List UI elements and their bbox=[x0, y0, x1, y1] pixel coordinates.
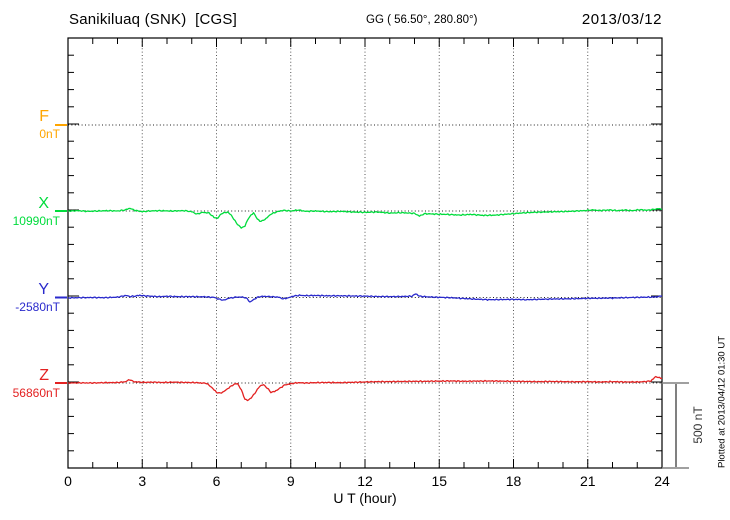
x-tick-label-12: 12 bbox=[357, 473, 373, 489]
series-letter-y: Y bbox=[38, 281, 49, 298]
series-baseline-value-z: 56860nT bbox=[12, 386, 60, 400]
trace-X bbox=[67, 207, 663, 229]
series-baseline-value-x: 10990nT bbox=[12, 214, 60, 228]
x-tick-label-3: 3 bbox=[138, 473, 147, 489]
x-tick-label-21: 21 bbox=[579, 473, 596, 489]
series-letter-f: F bbox=[39, 108, 49, 125]
series-letter-z: Z bbox=[39, 367, 49, 384]
geo-coordinates: GG ( 56.50°, 280.80°) bbox=[366, 14, 478, 26]
series-label-Z: Z 56860nT bbox=[0, 367, 60, 400]
series-baseline-value-y: -2580nT bbox=[15, 300, 60, 314]
station-title: Sanikiluaq (SNK) [CGS] bbox=[69, 11, 237, 28]
x-tick-label-6: 6 bbox=[212, 473, 221, 489]
series-label-Y: Y -2580nT bbox=[0, 281, 60, 314]
x-tick-label-15: 15 bbox=[431, 473, 448, 489]
trace-Z bbox=[67, 375, 663, 402]
x-axis-tick-labels: 0 3 6 9 12 15 18 21 24 bbox=[0, 473, 730, 491]
x-tick-label-9: 9 bbox=[286, 473, 295, 489]
series-letter-x: X bbox=[38, 195, 49, 212]
plot-date: 2013/03/12 bbox=[581, 11, 662, 28]
x-tick-label-18: 18 bbox=[505, 473, 522, 489]
series-label-X: X 10990nT bbox=[0, 195, 60, 228]
series-label-F: F 0nT bbox=[0, 108, 60, 141]
x-tick-label-24: 24 bbox=[654, 473, 670, 489]
trace-Y bbox=[67, 293, 663, 303]
plotted-at-note: Plotted at 2013/04/12 01:30 UT bbox=[716, 335, 728, 469]
scale-bar-label: 500 nT bbox=[691, 406, 705, 444]
x-tick-label-0: 0 bbox=[64, 473, 72, 489]
x-axis-title: U T (hour) bbox=[333, 490, 397, 506]
series-baseline-value-f: 0nT bbox=[39, 127, 60, 141]
